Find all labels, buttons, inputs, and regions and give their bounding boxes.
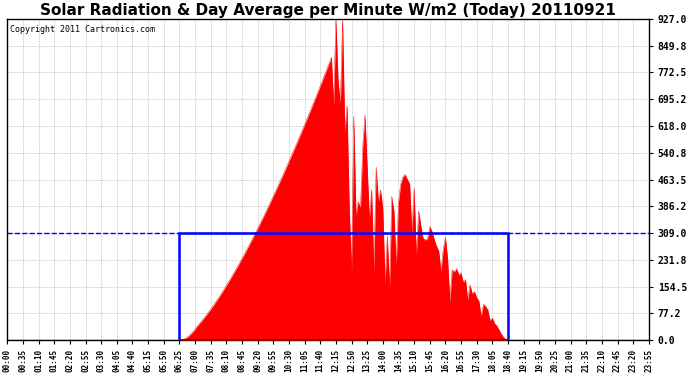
- Text: Copyright 2011 Cartronics.com: Copyright 2011 Cartronics.com: [10, 26, 155, 34]
- Title: Solar Radiation & Day Average per Minute W/m2 (Today) 20110921: Solar Radiation & Day Average per Minute…: [40, 3, 616, 18]
- Bar: [179, 233, 508, 340]
